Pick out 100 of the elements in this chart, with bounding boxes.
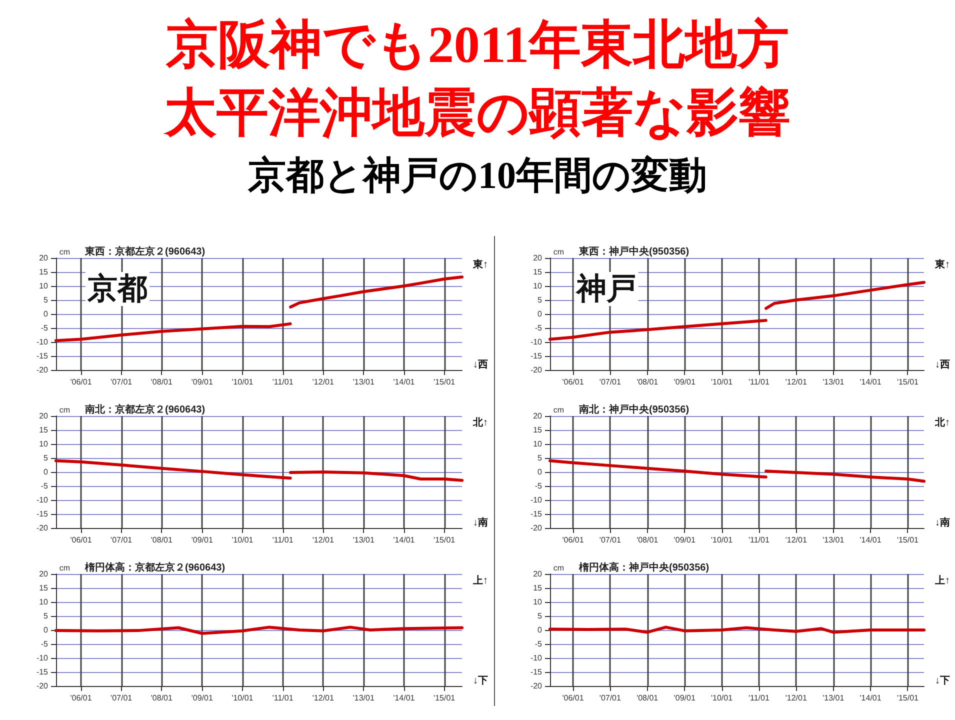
y-tick-label: -15 [36,352,49,360]
x-tick-label: '11/01 [748,694,770,702]
x-tick-label: '09/01 [674,378,696,386]
x-tick-label: '12/01 [312,378,334,386]
x-tick-label: '14/01 [860,378,882,386]
y-tick-label: -20 [36,366,49,374]
y-tick-label: -5 [534,324,543,332]
y-tick-label: -5 [534,640,543,648]
y-tick-label: -15 [36,668,49,676]
y-tick-label: -20 [530,524,543,532]
y-tick-label: -5 [534,482,543,490]
y-tick-label: -15 [530,510,543,518]
y-tick-label: -15 [530,668,543,676]
x-tick-label: '06/01 [70,536,92,544]
y-tick-label: 10 [533,282,543,290]
line-series [54,626,464,635]
y-tick-label: 20 [533,412,543,420]
y-tick-label: 20 [533,254,543,262]
text: ↓西 [473,360,488,370]
y-tick-label: -5 [40,640,49,648]
text: 北↑ [934,416,950,428]
x-tick-label: '07/01 [110,536,133,544]
x-tick-label: '12/01 [785,694,808,702]
y-tick-label: 0 [538,310,543,318]
x-tick-label: '15/01 [434,694,456,702]
x-tick-label: '07/01 [599,378,622,386]
x-tick-label: '09/01 [191,694,214,702]
y-axis-title: cm [553,248,564,256]
y-tick-label: 10 [39,440,49,448]
y-tick-label: -10 [36,338,49,346]
x-tick-label: '11/01 [748,536,770,544]
text: 北↑ [472,416,488,428]
x-tick-label: '10/01 [232,536,254,544]
y-tick-label: 0 [44,310,49,318]
y-tick-label: 20 [39,412,49,420]
y-tick-label: 0 [538,468,543,476]
x-tick-label: '08/01 [150,694,173,702]
annotation: 京都 [86,272,148,306]
x-tick-label: '10/01 [711,536,734,544]
text: ↓下 [935,676,950,686]
x-tick-label: '09/01 [191,536,214,544]
x-tick-label: '15/01 [896,536,920,544]
x-tick-label: '06/01 [562,378,584,386]
y-tick-label: 0 [538,626,543,634]
text: 京阪神でも2011年東北地方太平洋沖地震の顕著な影響 [162,16,792,144]
x-tick-label: '10/01 [232,694,254,702]
y-tick-label: 15 [39,268,49,276]
x-tick-label: '15/01 [434,378,456,386]
x-tick-label: '09/01 [674,694,696,702]
y-tick-label: -10 [36,654,49,662]
y-tick-label: 20 [533,570,543,578]
y-tick-label: 0 [44,468,49,476]
x-tick-label: '14/01 [393,694,416,702]
chart-title: 楕円体高：神戸中央(950356) [578,562,710,574]
x-tick-label: '12/01 [312,694,334,702]
x-tick-label: '14/01 [393,536,416,544]
y-tick-label: -10 [530,496,543,504]
x-tick-label: '08/01 [636,536,659,544]
text: 上↑ [472,574,488,586]
x-tick-label: '13/01 [822,694,845,702]
y-tick-label: 5 [538,296,543,304]
x-tick-label: '07/01 [110,694,133,702]
y-tick-label: 10 [39,598,49,606]
y-tick-label: -10 [36,496,49,504]
y-tick-label: 5 [44,296,49,304]
x-tick-label: '06/01 [70,694,92,702]
annotation: 神戸 [574,272,636,306]
x-tick-label: '09/01 [674,536,696,544]
x-tick-label: '15/01 [434,536,456,544]
y-tick-label: -20 [530,682,543,690]
x-tick-label: '14/01 [860,694,882,702]
x-tick-label: '08/01 [636,694,659,702]
x-tick-label: '07/01 [599,694,622,702]
x-tick-label: '14/01 [393,378,416,386]
x-tick-label: '15/01 [896,694,920,702]
y-axis-title: cm [59,564,70,572]
y-tick-label: -10 [530,338,543,346]
y-tick-label: -20 [36,682,49,690]
text: 東↑ [934,258,950,270]
y-tick-label: 0 [44,626,49,634]
y-tick-label: -15 [36,510,49,518]
x-tick-label: '06/01 [562,694,584,702]
text: ↓西 [935,360,950,370]
y-tick-label: 5 [538,454,543,462]
y-tick-label: -5 [40,482,49,490]
y-tick-label: -5 [40,324,49,332]
x-tick-label: '12/01 [785,378,808,386]
x-tick-label: '06/01 [70,378,92,386]
text: ↓南 [473,516,488,528]
y-tick-label: 5 [44,454,49,462]
text: 上↑ [934,574,950,586]
x-tick-label: '13/01 [822,378,845,386]
y-tick-label: 10 [533,440,543,448]
y-tick-label: 5 [538,612,543,620]
x-tick-label: '14/01 [860,536,882,544]
y-tick-label: -10 [530,654,543,662]
x-tick-label: '10/01 [232,378,254,386]
y-tick-label: 10 [39,282,49,290]
x-tick-label: '11/01 [272,378,294,386]
y-tick-label: 15 [39,584,49,592]
